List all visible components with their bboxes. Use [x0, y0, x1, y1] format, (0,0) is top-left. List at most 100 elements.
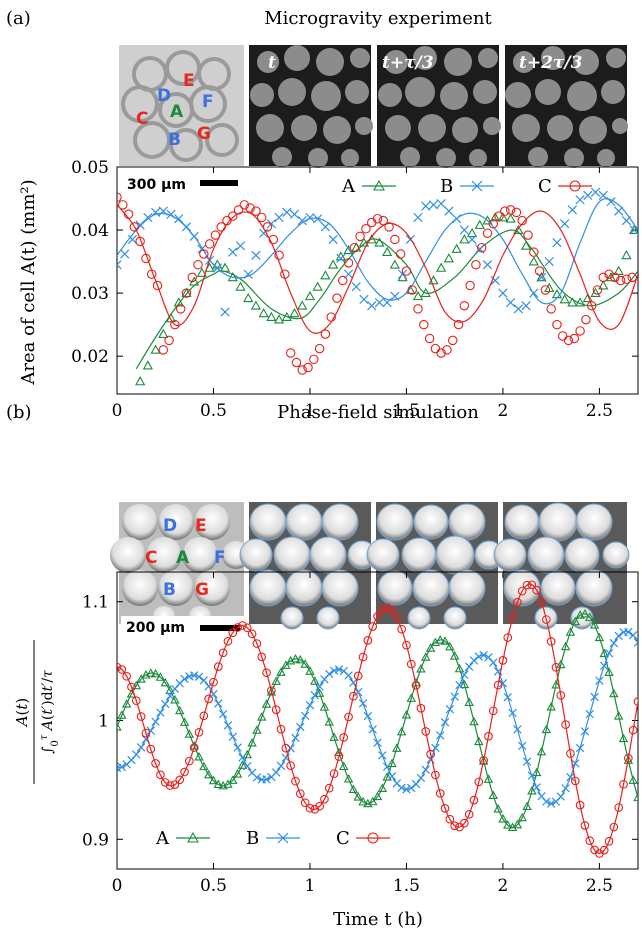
sim-point-b [575, 743, 585, 753]
data-point-c [129, 222, 140, 232]
sim-point-a [232, 769, 243, 778]
sim-point-a [498, 813, 508, 823]
data-point-a [266, 311, 277, 321]
data-point-b [274, 212, 284, 223]
legend-marker-c [367, 832, 379, 844]
sim-point-b [460, 670, 469, 680]
panel-b-title: Phase-field simulation [277, 402, 479, 423]
sim-cell-label-d: D [163, 516, 177, 536]
scale-bar-b: 200 µm [121, 616, 246, 640]
data-point-a [358, 237, 370, 247]
sim-point-a [300, 659, 310, 668]
sim-point-c [156, 770, 165, 780]
sim-point-c [320, 794, 329, 804]
scale-bar-a: 300 µm [121, 169, 241, 195]
sim-point-a [372, 791, 383, 801]
sim-point-c [498, 656, 508, 665]
sim-point-c [117, 665, 127, 674]
data-point-b [143, 212, 153, 223]
data-point-c [529, 247, 539, 257]
sim-point-c [228, 628, 238, 638]
data-point-b [397, 269, 408, 279]
data-point-a [235, 281, 246, 291]
data-point-c [540, 285, 551, 295]
sim-point-a [256, 712, 267, 721]
sim-point-c [517, 586, 527, 596]
sim-point-b [238, 753, 247, 762]
sim-point-b [585, 709, 594, 719]
data-point-a [567, 297, 578, 307]
sim-point-c [546, 637, 556, 646]
sim-point-a [295, 654, 306, 664]
sim-point-c [223, 636, 233, 646]
sim-point-a [449, 651, 460, 660]
data-point-c [453, 319, 464, 330]
data-point-a [250, 300, 262, 310]
x-tick-label: 0.5 [200, 876, 227, 896]
sim-point-c [566, 749, 575, 758]
data-point-a [304, 290, 316, 301]
sim-point-a [213, 779, 224, 789]
sim-point-b [517, 741, 527, 751]
sim-point-c [131, 696, 141, 706]
sim-point-c [281, 743, 291, 753]
legend-label-a: A [155, 828, 170, 849]
sim-point-b [542, 797, 551, 806]
data-point-c [187, 272, 198, 283]
sim-point-c [213, 662, 223, 671]
sim-point-b [435, 731, 445, 740]
data-point-c [482, 228, 493, 238]
sim-point-a [633, 792, 638, 802]
sim-point-b [633, 638, 638, 647]
data-point-c [471, 259, 481, 270]
data-point-b [444, 206, 454, 216]
data-point-c [164, 335, 174, 346]
data-point-c [569, 333, 580, 344]
sim-line-b [117, 630, 638, 805]
x-tick-label: 1 [305, 401, 316, 421]
data-point-c [621, 274, 632, 284]
sim-point-a [599, 648, 609, 658]
data-point-c [604, 269, 614, 279]
legend-label-c: C [336, 828, 350, 849]
sim-point-c [117, 662, 122, 672]
data-point-c [233, 205, 244, 215]
data-point-b [166, 209, 176, 219]
sim-line-c [117, 583, 638, 855]
data-point-c [627, 272, 637, 283]
sim-point-a [199, 761, 209, 771]
sim-point-c [276, 724, 286, 734]
data-point-c [338, 275, 348, 286]
sim-point-a [469, 716, 479, 726]
svg-text:∫0τ A(t′)dt′/τ: ∫0τ A(t′)dt′/τ [39, 670, 61, 754]
data-point-c [523, 230, 533, 240]
sim-point-c [310, 804, 320, 814]
sim-point-a [522, 801, 532, 811]
data-point-a [474, 219, 485, 229]
data-point-a [389, 259, 401, 269]
sim-point-b [262, 775, 271, 784]
sim-point-b [387, 771, 397, 781]
data-point-c [413, 304, 423, 314]
data-point-c [361, 224, 371, 234]
sim-point-a [570, 616, 581, 626]
data-point-b [490, 275, 500, 286]
data-point-b [282, 207, 292, 218]
sim-point-c [257, 652, 267, 662]
x-tick-label: 1.5 [393, 876, 420, 896]
sim-point-b [136, 743, 146, 752]
data-point-a [466, 227, 478, 238]
data-point-b [189, 231, 199, 241]
plot-a-series [117, 187, 638, 386]
data-point-b [506, 297, 516, 308]
sim-point-c [406, 659, 416, 669]
data-point-c [448, 335, 458, 346]
data-point-c [118, 200, 128, 210]
cell-label-e: E [183, 71, 195, 91]
data-point-c [285, 348, 296, 358]
data-point-b [235, 241, 246, 251]
data-point-a [559, 294, 570, 304]
sim-point-c [189, 743, 199, 752]
data-point-b [197, 244, 207, 254]
